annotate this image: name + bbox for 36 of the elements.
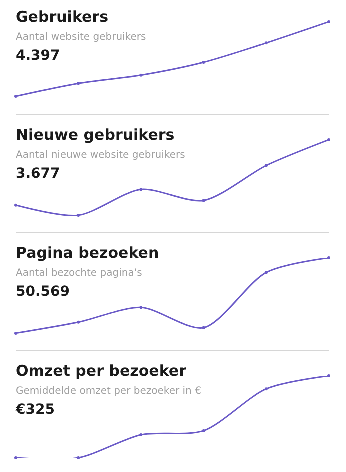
- annotation: 3.677: [16, 166, 60, 182]
- point: [202, 326, 206, 330]
- chart-title: Gebruikers: [16, 8, 109, 26]
- point: [14, 204, 18, 207]
- point: [77, 320, 80, 324]
- point: [140, 74, 143, 77]
- point: [202, 199, 206, 202]
- point: [77, 82, 80, 86]
- point: [140, 434, 143, 437]
- point: [140, 188, 143, 192]
- annotation: 50.569: [16, 284, 70, 300]
- annotation: 4.397: [16, 48, 60, 64]
- point: [14, 95, 18, 98]
- point: [140, 306, 143, 310]
- point: [328, 374, 330, 378]
- point: [14, 332, 18, 335]
- point: [328, 138, 330, 142]
- point: [202, 60, 206, 64]
- point: [77, 214, 80, 217]
- text: Aantal nieuwe website gebruikers: [16, 150, 186, 161]
- chart-title: Nieuwe gebruikers: [16, 126, 175, 144]
- point: [264, 42, 268, 45]
- text: Gemiddelde omzet per bezoeker in €: [16, 386, 202, 397]
- point: [202, 429, 206, 432]
- annotation: €325: [16, 402, 55, 418]
- point: [77, 456, 80, 460]
- point: [264, 271, 268, 274]
- point: [264, 388, 268, 391]
- chart-title: Pagina bezoeken: [16, 244, 160, 262]
- text: Aantal website gebruikers: [16, 32, 146, 43]
- point: [264, 164, 268, 168]
- chart-title: Omzet per bezoeker: [16, 362, 186, 380]
- point: [14, 456, 18, 460]
- point: [328, 20, 330, 24]
- point: [328, 256, 330, 260]
- text: Aantal bezochte pagina's: [16, 268, 142, 279]
